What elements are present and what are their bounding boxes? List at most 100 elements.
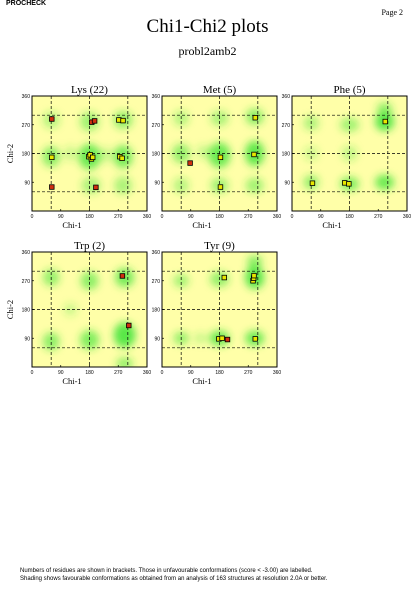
x-tick-label: 270 <box>244 370 253 376</box>
plot-title: Tyr (9) <box>204 240 235 252</box>
x-tick-label: 0 <box>291 214 294 220</box>
shading-blob <box>246 255 263 268</box>
data-point <box>252 336 258 342</box>
data-point-unfavourable <box>187 160 193 166</box>
y-tick-label: 180 <box>22 308 31 314</box>
y-tick-label: 90 <box>284 180 290 186</box>
data-point <box>217 184 224 190</box>
data-point <box>346 181 352 187</box>
x-tick-label: 270 <box>374 214 383 220</box>
plot-title: Lys (22) <box>71 84 108 96</box>
x-tick-label: 180 <box>85 370 94 376</box>
x-tick-label: 270 <box>114 370 123 376</box>
y-tick-label: 360 <box>152 94 161 100</box>
x-tick-label: 180 <box>215 214 224 220</box>
x-axis-label: Chi-1 <box>192 376 211 386</box>
y-tick-label: 180 <box>152 152 161 158</box>
data-point <box>219 335 225 341</box>
favourable-shading <box>172 108 265 194</box>
page-subtitle: probl2amb2 <box>178 44 237 58</box>
x-axis-label: Chi-1 <box>322 220 341 230</box>
footer-notes: Numbers of residues are shown in bracket… <box>20 567 328 583</box>
data-point-unfavourable <box>126 322 132 329</box>
data-point <box>120 117 126 124</box>
y-tick-label: 360 <box>22 94 31 100</box>
x-tick-label: 360 <box>143 214 152 220</box>
shading-blob <box>193 332 207 344</box>
x-axis-label: Chi-1 <box>62 376 81 386</box>
shading-blob <box>173 274 189 288</box>
page-number: Page 2 <box>381 8 403 17</box>
x-tick-label: 180 <box>215 370 224 376</box>
shading-blob <box>63 145 77 162</box>
page-title: Chi1-Chi2 plots <box>146 16 269 37</box>
shading-blob <box>173 177 189 194</box>
shading-blob <box>114 176 132 195</box>
x-tick-label: 360 <box>273 214 282 220</box>
x-tick-label: 180 <box>345 214 354 220</box>
y-axis-label: Chi-2 <box>5 144 15 163</box>
y-tick-label: 90 <box>154 336 160 342</box>
y-tick-label: 90 <box>24 336 30 342</box>
plot-title: Phe (5) <box>333 84 365 96</box>
shading-blob <box>245 177 264 194</box>
data-point-unfavourable <box>119 273 126 279</box>
data-point-unfavourable <box>93 184 99 191</box>
data-point <box>217 154 224 161</box>
data-point <box>89 154 96 161</box>
shading-blob <box>339 117 360 132</box>
y-tick-label: 270 <box>152 279 161 285</box>
chi-plot-3: Trp (2) 0 90 180 270 360 90 180 270 360 Chi-1 Chi-2 <box>5 240 151 386</box>
x-tick-label: 360 <box>143 370 152 376</box>
y-tick-label: 360 <box>152 250 161 256</box>
plot-title: Met (5) <box>203 84 237 96</box>
shading-blob <box>80 271 99 290</box>
x-tick-label: 360 <box>403 214 412 220</box>
shading-blob <box>42 332 60 351</box>
x-tick-label: 90 <box>188 370 194 376</box>
footer-line-2: Shading shows favourable conformations a… <box>20 576 328 582</box>
y-tick-label: 180 <box>152 308 161 314</box>
x-tick-label: 90 <box>318 214 324 220</box>
y-axis-label: Chi-2 <box>5 300 15 319</box>
chi-plot-4: Tyr (9) 0 90 180 270 360 90 180 270 360 Chi-1 <box>152 240 282 386</box>
y-tick-label: 360 <box>22 250 31 256</box>
x-axis-label: Chi-1 <box>62 220 81 230</box>
x-tick-label: 0 <box>31 370 34 376</box>
x-axis-label: Chi-1 <box>192 220 211 230</box>
shading-blob <box>98 147 113 163</box>
chi-plot-1: Met (5) 0 90 180 270 360 90 180 270 360 Chi-1 <box>152 84 282 230</box>
program-name: PROCHECK <box>6 0 47 7</box>
y-tick-label: 270 <box>22 123 31 129</box>
x-tick-label: 0 <box>31 214 34 220</box>
x-tick-label: 180 <box>85 214 94 220</box>
x-tick-label: 270 <box>244 214 253 220</box>
shading-blob <box>375 174 395 190</box>
chi-plot-2: Phe (5) 0 90 180 270 360 90 180 270 360 Chi-1 <box>282 84 412 230</box>
x-tick-label: 270 <box>114 214 123 220</box>
data-point <box>49 154 55 161</box>
data-point-unfavourable <box>49 184 55 190</box>
x-tick-label: 90 <box>58 214 64 220</box>
y-tick-label: 270 <box>22 279 31 285</box>
data-point <box>251 272 257 279</box>
chi-plots-figure: Lys (22) 0 90 180 270 360 90 180 270 360 Chi-1 Chi-… <box>5 84 412 386</box>
y-tick-label: 90 <box>154 180 160 186</box>
shading-blob <box>196 144 211 159</box>
y-tick-label: 360 <box>282 94 291 100</box>
y-tick-label: 90 <box>24 180 30 186</box>
y-tick-label: 270 <box>282 123 291 129</box>
chi-plot-0: Lys (22) 0 90 180 270 360 90 180 270 360 Chi-1 Chi-… <box>5 84 151 230</box>
y-tick-label: 180 <box>22 152 31 158</box>
data-point <box>382 118 388 125</box>
plot-title: Trp (2) <box>74 240 105 252</box>
data-point-unfavourable <box>224 336 231 343</box>
data-point <box>221 274 227 281</box>
data-point <box>309 180 316 186</box>
shading-blob <box>376 102 393 116</box>
data-point <box>251 151 257 158</box>
data-point-unfavourable <box>91 118 98 124</box>
shading-blob <box>116 357 133 367</box>
data-point-unfavourable <box>49 116 55 122</box>
y-tick-label: 180 <box>282 152 291 158</box>
